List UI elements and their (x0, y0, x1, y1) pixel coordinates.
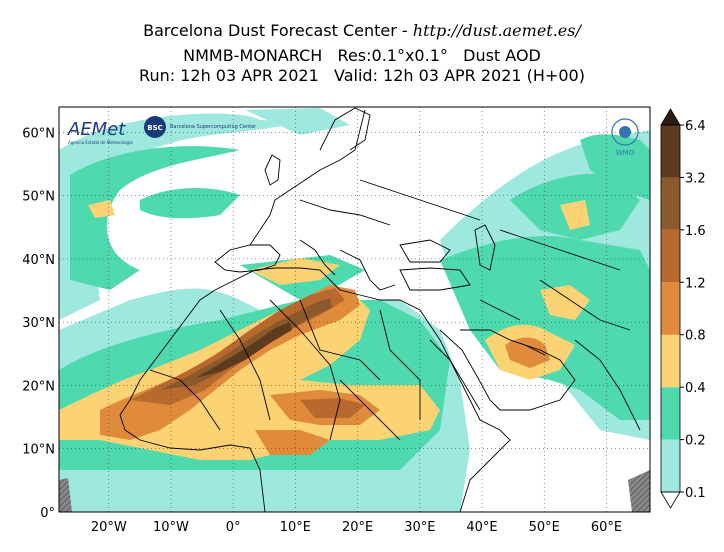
wmo-logo: WMO (611, 118, 639, 157)
colorbar-label: 0.1 (685, 486, 706, 501)
colorbar-label: 6.4 (685, 119, 706, 134)
aemet-logo-text: AEMet (67, 119, 126, 140)
colorbar: 0.1 0.2 0.4 0.8 1.2 1.6 3.2 6.4 (660, 108, 706, 509)
lon-tick-label: 10°E (280, 520, 311, 535)
colorbar-label: 0.2 (685, 434, 706, 449)
lat-tick-label: 30°N (22, 316, 55, 331)
bsc-logo-name: Barcelona Supercomputing Center (170, 124, 257, 130)
colorbar-label: 0.8 (685, 329, 706, 344)
lat-tick-label: 20°N (22, 379, 55, 394)
colorbar-label: 0.4 (685, 381, 706, 396)
colorbar-segment (661, 334, 680, 388)
colorbar-segment (661, 282, 680, 335)
bsc-logo-circle (144, 116, 166, 138)
no-data-patch-west (59, 478, 72, 512)
colorbar-label: 1.6 (685, 224, 706, 239)
coastlines (119, 107, 641, 512)
lat-tick-label: 10°N (22, 443, 55, 458)
title-line-2: NMMB-MONARCH Res:0.1°x0.1° Dust AOD (183, 46, 541, 65)
bsc-logo: BSC Barcelona Supercomputing Center (144, 116, 257, 138)
lon-tick-label: 20°W (91, 520, 127, 535)
lon-tick-label: 20°E (342, 520, 373, 535)
lon-tick-label: 50°E (529, 520, 560, 535)
colorbar-segment (661, 229, 680, 283)
wmo-logo-emblem (611, 118, 639, 146)
lon-tick-labels: 20°W 10°W 0° 10°E 20°E 30°E 40°E 50°E 60°E (91, 520, 622, 535)
lon-tick-label: 60°E (591, 520, 622, 535)
colorbar-frame (660, 124, 681, 493)
colorbar-extend-min (660, 491, 681, 509)
aemet-logo-subtitle: Agencia Estatal de Meteorología (68, 140, 133, 145)
colorbar-extend-max (660, 108, 681, 126)
title-url: http://dust.aemet.es/ (412, 21, 581, 40)
lat-tick-label: 50°N (22, 190, 55, 205)
lon-tick-label: 30°E (404, 520, 435, 535)
colorbar-label: 1.2 (685, 276, 706, 291)
lon-tick-label: 40°E (466, 520, 497, 535)
colorbar-segment (661, 125, 680, 178)
lon-tick-label: 10°W (153, 520, 189, 535)
aod-level-3.2 (195, 322, 292, 378)
bsc-logo-mark: BSC (147, 124, 163, 132)
aemet-logo: AEMet Agencia Estatal de Meteorología (67, 119, 133, 145)
colorbar-segment (661, 177, 680, 230)
colorbar-segment (661, 387, 680, 440)
map-frame (58, 106, 651, 513)
wmo-logo-globe (619, 126, 631, 138)
lat-tick-label: 60°N (22, 126, 55, 141)
no-data-patch-east (628, 470, 650, 512)
dust-field (59, 107, 650, 512)
aod-level-1.6 (160, 298, 332, 390)
wmo-logo-text: WMO (616, 149, 635, 157)
colorbar-label: 3.2 (685, 171, 706, 186)
title-line-3: Run: 12h 03 APR 2021 Valid: 12h 03 APR 2… (139, 66, 585, 85)
lat-tick-labels: 0° 10°N 20°N 30°N 40°N 50°N 60°N (22, 126, 55, 521)
gridlines (59, 107, 650, 512)
lat-tick-label: 0° (40, 506, 55, 521)
title-line-1: Barcelona Dust Forecast Center - http://… (0, 21, 724, 41)
lat-tick-label: 40°N (22, 253, 55, 268)
title-prefix: Barcelona Dust Forecast Center - (143, 21, 413, 40)
colorbar-segment (661, 439, 680, 492)
lon-tick-label: 0° (226, 520, 241, 535)
